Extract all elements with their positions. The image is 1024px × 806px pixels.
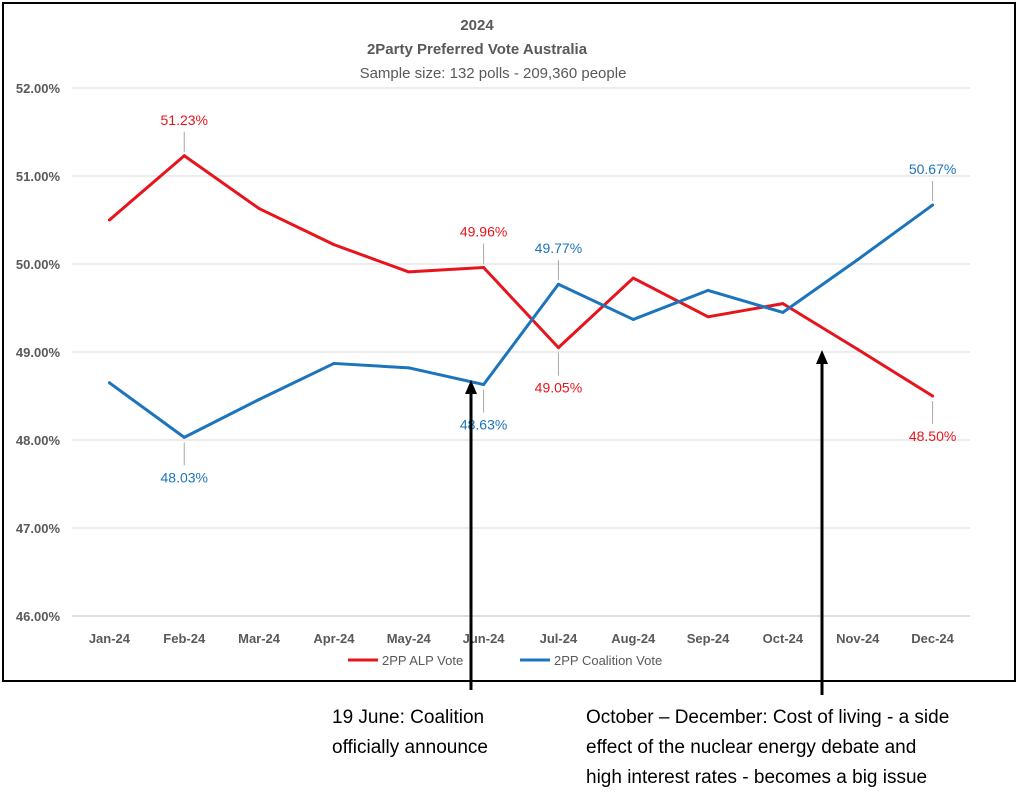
data-label: 49.05% xyxy=(535,380,582,396)
data-point xyxy=(631,276,635,280)
x-tick-label: Jun-24 xyxy=(463,631,506,646)
data-labels: 51.23% 49.96% 49.05% 48.50% 48.03% 48.63% 49.7… xyxy=(161,112,957,486)
x-tick-label: Aug-24 xyxy=(611,631,656,646)
y-tick-label: 52.00% xyxy=(16,81,61,96)
data-point xyxy=(257,207,261,211)
x-tick-label: May-24 xyxy=(387,631,432,646)
y-tick-label: 49.00% xyxy=(16,345,61,360)
x-tick-label: Jul-24 xyxy=(540,631,578,646)
y-tick-label: 51.00% xyxy=(16,169,61,184)
data-point xyxy=(706,288,710,292)
data-point xyxy=(781,302,785,306)
x-tick-label: Apr-24 xyxy=(313,631,355,646)
chart-subtitle: 2Party Preferred Vote Australia xyxy=(367,41,588,58)
data-point xyxy=(931,394,935,398)
x-tick-label: Mar-24 xyxy=(238,631,281,646)
data-point xyxy=(332,361,336,365)
data-point xyxy=(332,243,336,247)
y-axis: 46.00% 47.00% 48.00% 49.00% 50.00% 51.00% 52.0… xyxy=(16,81,61,624)
data-point xyxy=(706,315,710,319)
data-point xyxy=(931,203,935,207)
legend-label: 2PP Coalition Vote xyxy=(554,653,662,668)
annotation-october-text: October – December: Cost of living - a s… xyxy=(586,707,950,788)
data-point xyxy=(556,282,560,286)
data-point xyxy=(556,346,560,350)
x-tick-label: Oct-24 xyxy=(763,631,804,646)
data-point xyxy=(856,258,860,262)
y-tick-label: 50.00% xyxy=(16,257,61,272)
series-line-1 xyxy=(108,203,934,439)
data-label: 51.23% xyxy=(161,112,208,128)
data-point xyxy=(482,266,486,270)
chart-title: 2024 xyxy=(460,17,494,34)
data-point xyxy=(856,347,860,351)
gridlines xyxy=(72,87,970,617)
data-point xyxy=(631,317,635,321)
x-tick-label: Feb-24 xyxy=(163,631,206,646)
line-chart: 2024 2Party Preferred Vote Australia Sam… xyxy=(16,17,970,668)
data-point xyxy=(182,154,186,158)
x-tick-label: Nov-24 xyxy=(836,631,880,646)
x-tick-label: Sep-24 xyxy=(687,631,730,646)
series-line-0 xyxy=(108,154,934,398)
data-label: 48.03% xyxy=(161,469,208,485)
chart-sample-size: Sample size: 132 polls - 209,360 people xyxy=(360,65,627,82)
y-tick-label: 47.00% xyxy=(16,521,61,536)
data-label: 48.63% xyxy=(460,417,507,433)
data-point xyxy=(107,381,111,385)
y-tick-label: 46.00% xyxy=(16,609,61,624)
series-lines xyxy=(107,154,935,439)
x-tick-label: Jan-24 xyxy=(89,631,131,646)
data-point xyxy=(182,435,186,439)
chart-frame: 2024 2Party Preferred Vote Australia Sam… xyxy=(2,2,1016,682)
data-label: 49.77% xyxy=(535,240,582,256)
annotation-june-text: 19 June: Coalition officially announce xyxy=(332,707,488,758)
y-tick-label: 48.00% xyxy=(16,433,61,448)
data-point xyxy=(482,383,486,387)
data-label: 50.67% xyxy=(909,161,956,177)
data-label: 48.50% xyxy=(909,428,956,444)
legend: 2PP ALP Vote 2PP Coalition Vote xyxy=(348,653,662,668)
x-axis: Jan-24 Feb-24 Mar-24 Apr-24 May-24 Jun-24 Jul-… xyxy=(89,631,955,646)
legend-label: 2PP ALP Vote xyxy=(382,653,463,668)
data-point xyxy=(781,310,785,314)
data-point xyxy=(407,366,411,370)
data-point xyxy=(107,218,111,222)
x-tick-label: Dec-24 xyxy=(911,631,954,646)
data-label: 49.96% xyxy=(460,224,507,240)
data-point xyxy=(257,398,261,402)
data-point xyxy=(407,270,411,274)
